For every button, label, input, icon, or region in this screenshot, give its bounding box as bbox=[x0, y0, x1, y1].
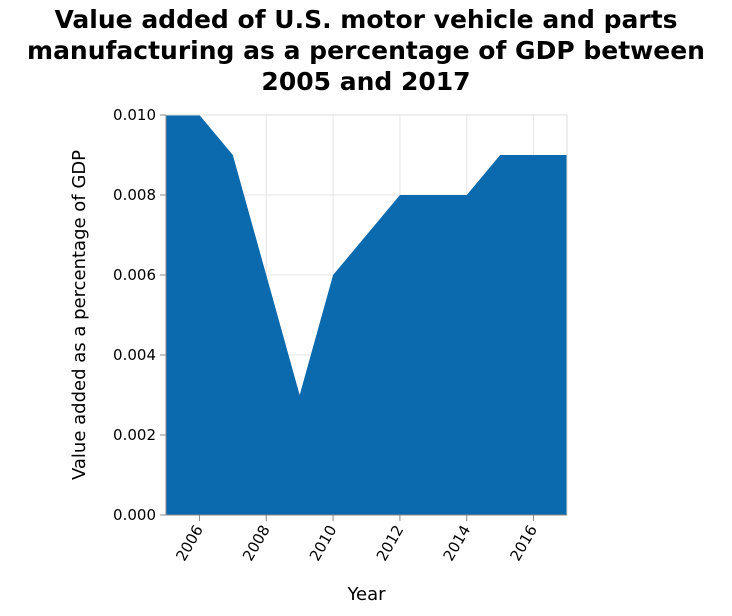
chart-title-line-3: 2005 and 2017 bbox=[261, 67, 471, 96]
y-tick-label-2: 0.004 bbox=[113, 346, 156, 364]
plot-frame bbox=[165, 114, 568, 516]
area-series bbox=[166, 115, 567, 515]
x-axis: 2006 2008 2010 2012 2014 2016 bbox=[172, 515, 541, 564]
x-tick-label-5: 2016 bbox=[506, 522, 541, 564]
x-tick-label-0: 2006 bbox=[172, 522, 207, 564]
chart-title-line-2: manufacturing as a percentage of GDP bet… bbox=[27, 36, 705, 65]
y-axis: 0.000 0.002 0.004 0.006 0.008 0.010 bbox=[113, 106, 166, 524]
y-tick-label-5: 0.010 bbox=[113, 106, 156, 124]
x-axis-title: Year bbox=[346, 584, 386, 605]
x-tick-label-3: 2012 bbox=[373, 522, 408, 564]
x-tick-label-2: 2010 bbox=[306, 522, 341, 564]
chart-title-line-1: Value added of U.S. motor vehicle and pa… bbox=[54, 5, 678, 34]
y-tick-label-4: 0.008 bbox=[113, 186, 156, 204]
x-tick-label-4: 2014 bbox=[440, 522, 475, 564]
x-tick-label-1: 2008 bbox=[239, 522, 274, 564]
y-axis-title: Value added as a percentage of GDP bbox=[69, 150, 90, 480]
y-tick-label-0: 0.000 bbox=[113, 506, 156, 524]
y-tick-label-3: 0.006 bbox=[113, 266, 156, 284]
y-tick-label-1: 0.002 bbox=[113, 426, 156, 444]
chart-title: Value added of U.S. motor vehicle and pa… bbox=[0, 4, 732, 97]
